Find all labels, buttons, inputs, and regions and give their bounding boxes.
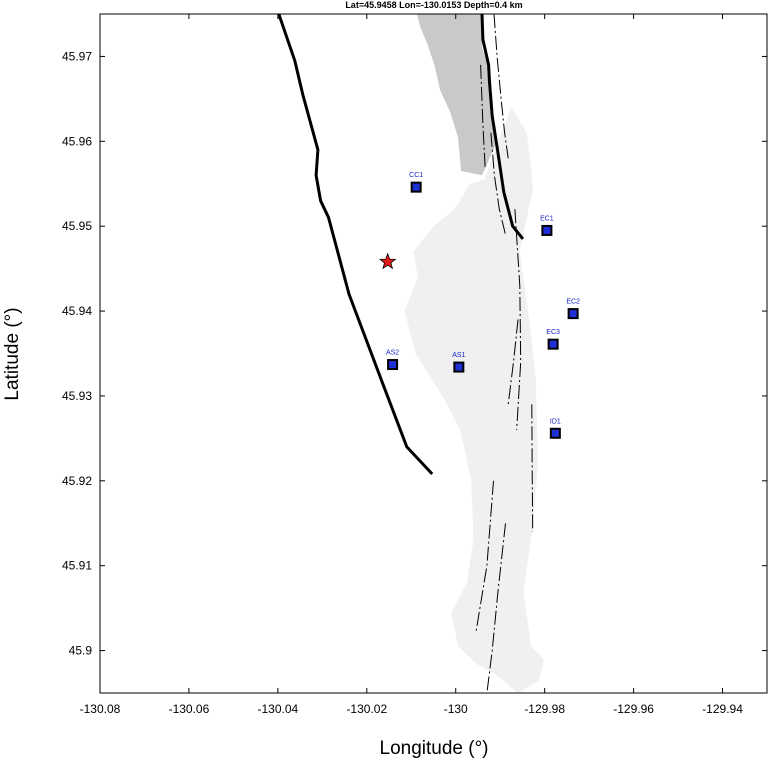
x-tick-label: -130.04: [258, 702, 299, 716]
epicenter-star-icon: [379, 252, 397, 270]
station-label: AS1: [452, 352, 465, 359]
plot-area: CC1 EC1 EC2 EC3 AS2 AS1 ID1: [277, 14, 580, 693]
station-as2: AS2: [386, 350, 399, 371]
x-tick-label: -130.06: [169, 702, 210, 716]
station-marker: [389, 361, 397, 369]
station-ec2: EC2: [566, 299, 580, 320]
station-marker: [569, 310, 577, 318]
fissure-line: [507, 319, 519, 405]
station-ec3: EC3: [546, 329, 560, 350]
x-tick-label: -129.94: [702, 702, 743, 716]
station-marker: [455, 363, 463, 371]
fissure-line: [514, 209, 522, 430]
map-title: Lat=45.9458 Lon=-130.0153 Depth=0.4 km: [345, 0, 522, 10]
station-marker: [551, 429, 559, 437]
station-label: EC2: [566, 299, 580, 306]
y-axis-title: Latitude (°): [2, 307, 23, 400]
station-label: EC1: [540, 215, 554, 222]
y-tick-label: 45.91: [62, 559, 92, 573]
station-cc1: CC1: [409, 172, 423, 193]
caldera-rim-west: [277, 14, 434, 476]
station-marker: [412, 183, 420, 191]
x-tick-label: -130.02: [346, 702, 387, 716]
light-shaded-region: [404, 107, 544, 693]
station-ec1: EC1: [540, 215, 554, 236]
fissure-line: [486, 523, 506, 693]
station-label: ID1: [550, 418, 561, 425]
y-tick-label: 45.9: [69, 644, 93, 658]
dark-shaded-region: [417, 14, 498, 176]
y-tick-label: 45.96: [62, 134, 92, 148]
fissure-line: [493, 14, 509, 159]
x-tick-label: -130.08: [80, 702, 121, 716]
station-marker: [549, 340, 557, 348]
axes: -130.08 -130.06 -130.04 -130.02 -130 -129.98 -…: [62, 14, 767, 716]
x-axis-title: Longitude (°): [380, 738, 489, 759]
x-tick-label: -129.98: [524, 702, 565, 716]
station-label: EC3: [546, 329, 560, 336]
fissure-line: [531, 404, 534, 532]
y-tick-label: 45.94: [62, 304, 92, 318]
fissure-line: [475, 480, 494, 634]
x-tick-label: -130: [444, 702, 468, 716]
station-label: CC1: [409, 172, 423, 179]
y-tick-label: 45.97: [62, 49, 92, 63]
y-tick-label: 45.95: [62, 219, 92, 233]
station-label: AS2: [386, 350, 399, 357]
plot-frame: [99, 13, 768, 694]
station-as1: AS1: [452, 352, 466, 373]
station-marker: [543, 226, 551, 234]
y-tick-label: 45.92: [62, 474, 92, 488]
fissure-line: [490, 132, 506, 235]
station-id1: ID1: [549, 418, 561, 439]
y-tick-label: 45.93: [62, 389, 92, 403]
x-tick-label: -129.96: [613, 702, 654, 716]
caldera-rim-east: [480, 14, 525, 240]
